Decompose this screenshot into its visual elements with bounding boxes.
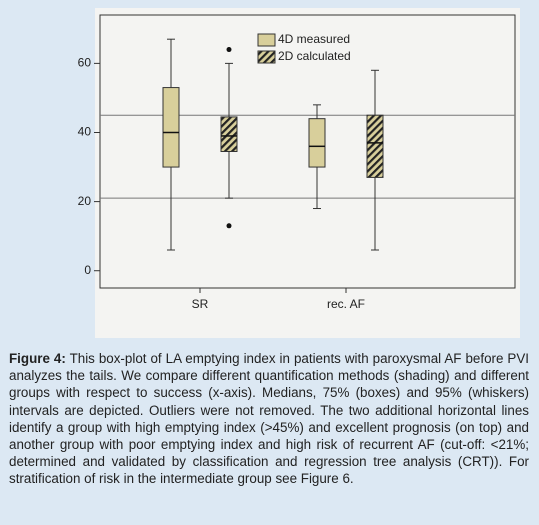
legend-swatch — [257, 50, 276, 64]
y-tick-label: 20 — [78, 194, 92, 208]
box — [308, 118, 326, 168]
box — [366, 114, 384, 178]
x-tick-label: rec. AF — [327, 297, 365, 311]
box — [162, 87, 180, 168]
y-tick-label: 40 — [78, 125, 92, 139]
caption-text: This box-plot of LA emptying index in pa… — [9, 351, 529, 487]
legend-label: 4D measured — [278, 32, 350, 46]
outlier — [226, 47, 232, 53]
box — [220, 116, 238, 152]
x-tick-label: SR — [192, 297, 209, 311]
legend-swatch — [257, 33, 276, 47]
caption-label: Figure 4: — [9, 351, 66, 366]
y-tick-label: 0 — [84, 263, 91, 277]
outlier — [226, 223, 232, 229]
legend-label: 2D calculated — [278, 49, 351, 63]
chart: 0 20 40 60 SR rec. AF 4D measured 2D calculated — [78, 8, 520, 338]
y-tick-label: 60 — [78, 56, 92, 70]
caption: Figure 4: This box-plot of LA emptying i… — [9, 350, 529, 488]
